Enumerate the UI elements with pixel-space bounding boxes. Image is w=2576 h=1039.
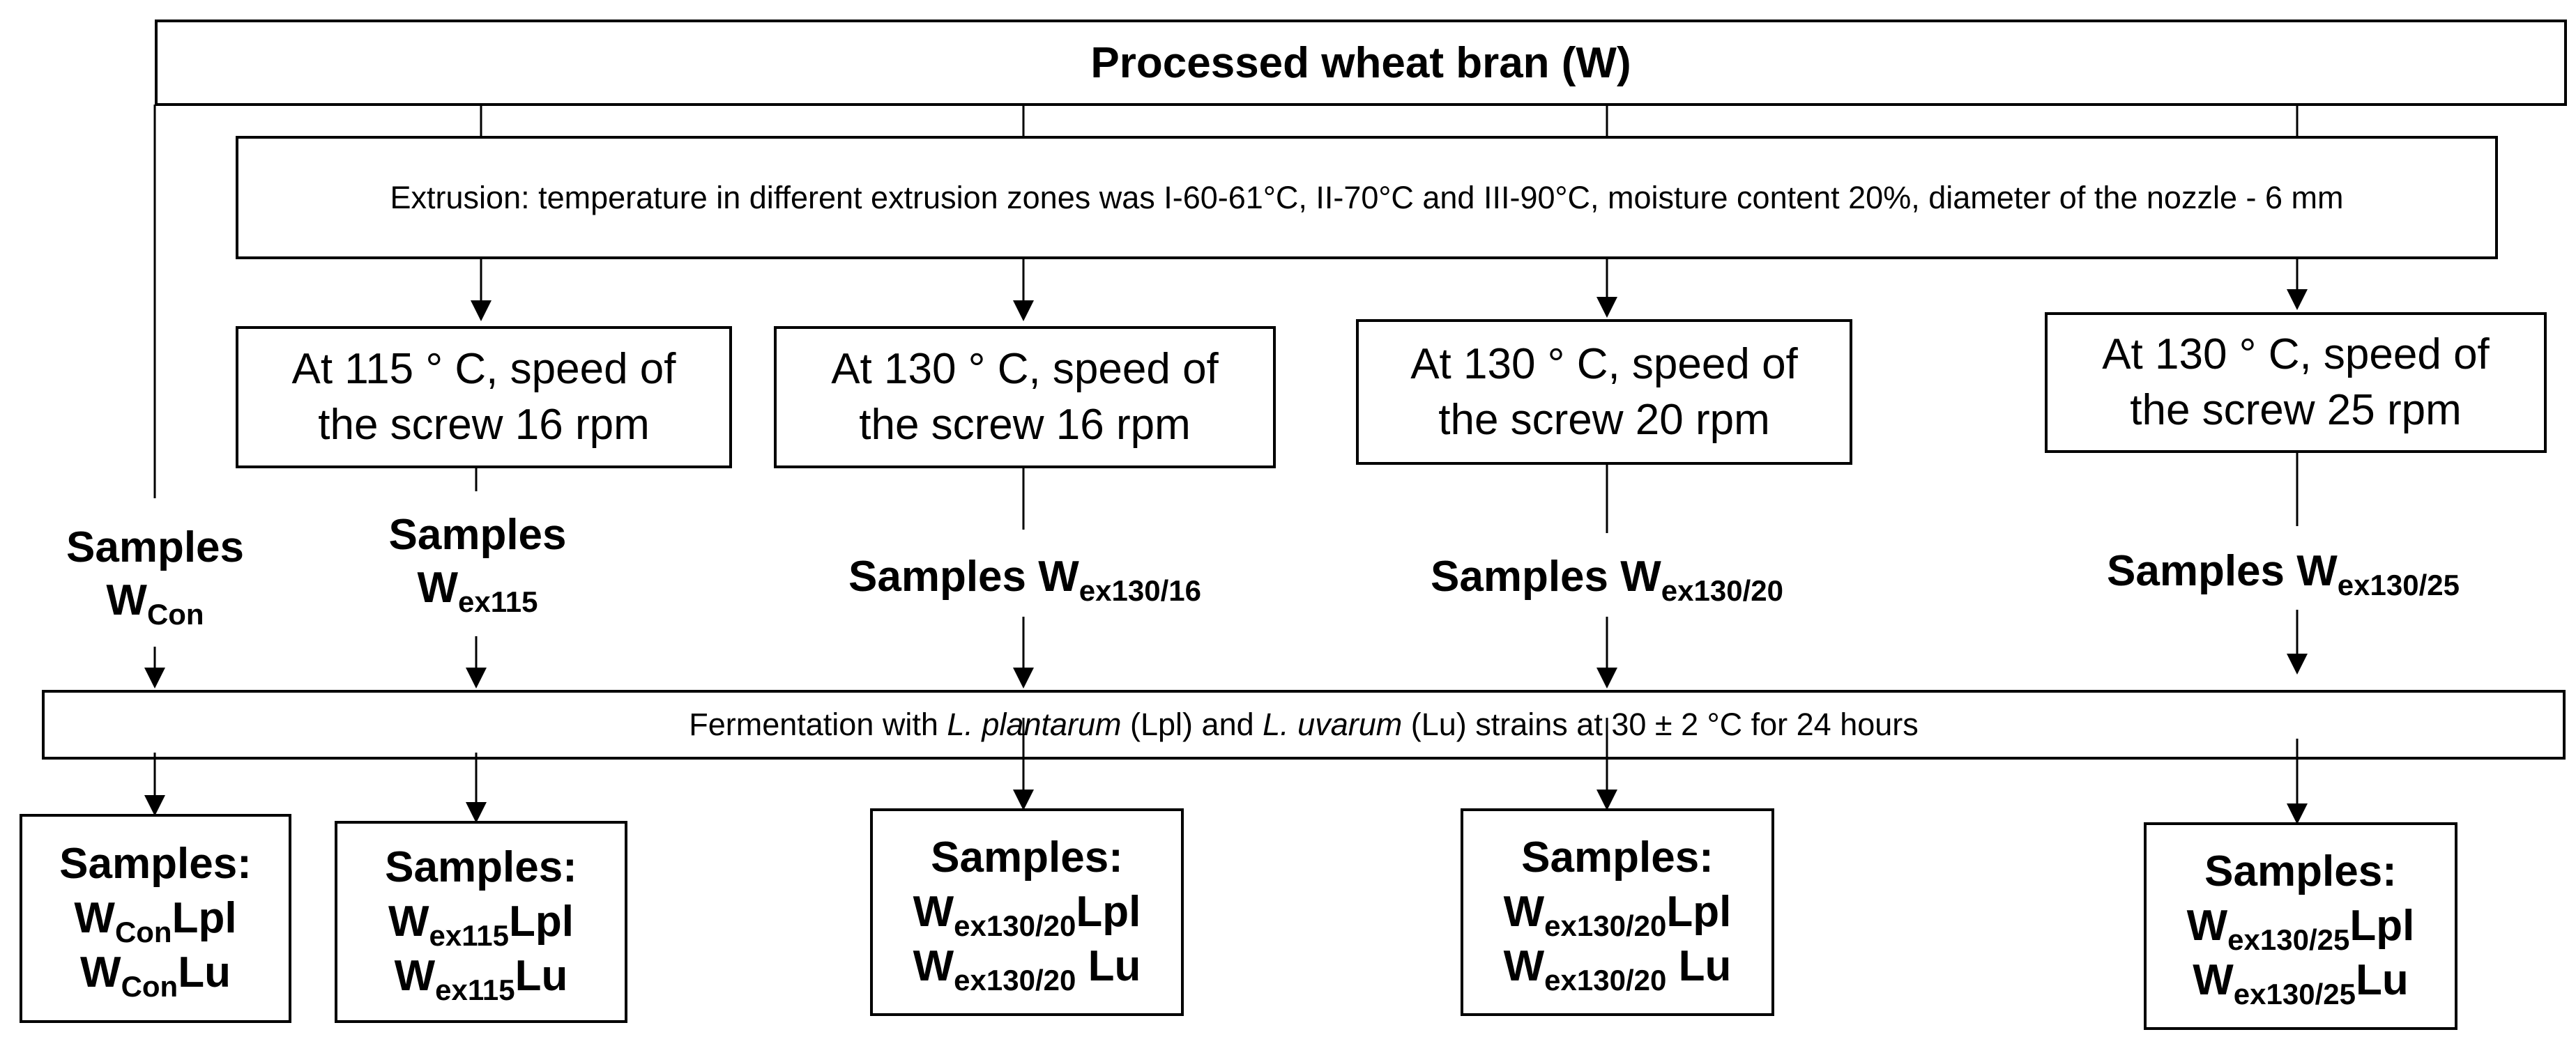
result-base: W: [913, 888, 954, 936]
result-base: W: [913, 942, 954, 990]
condition-line-1: At 115 ° C, speed of: [291, 345, 676, 393]
condition-box-130-20: At 130 ° C, speed of the screw 20 rpm: [1356, 319, 1852, 465]
samples-sub: ex130/16: [1079, 574, 1201, 607]
result-sub: ex130/25: [2227, 923, 2350, 956]
samples-label-ex115: Samples Wex115: [376, 509, 579, 618]
extrusion-box: Extrusion: temperature in different extr…: [236, 136, 2498, 259]
result-base: W: [80, 948, 121, 996]
condition-line-1: At 130 ° C, speed of: [2102, 330, 2490, 378]
samples-base: W: [1038, 553, 1079, 601]
samples-sub: Con: [146, 598, 204, 631]
result-sub: ex115: [435, 973, 515, 1006]
result-heading: Samples:: [385, 843, 577, 891]
result-suffix: Lu: [1076, 942, 1141, 990]
result-base: W: [1503, 888, 1545, 936]
result-sub: ex130/25: [2233, 978, 2356, 1010]
result-base: W: [2193, 956, 2234, 1004]
result-box-ex130-16: Samples: Wex130/20Lpl Wex130/20 Lu: [870, 808, 1184, 1016]
samples-prefix: Samples: [848, 553, 1027, 601]
result-box-ex115: Samples: Wex115Lpl Wex115Lu: [335, 821, 627, 1023]
samples-label-ex130-25: Samples Wex130/25: [2081, 545, 2485, 601]
samples-prefix: Samples: [1431, 553, 1609, 601]
condition-box-115-16: At 115 ° C, speed of the screw 16 rpm: [236, 326, 732, 468]
result-heading: Samples:: [2204, 847, 2397, 895]
title-box: Processed wheat bran (W): [155, 20, 2567, 106]
result-suffix: Lu: [2355, 956, 2409, 1004]
samples-base: W: [417, 564, 459, 612]
result-sub: Con: [114, 916, 172, 948]
samples-prefix: Samples: [66, 523, 245, 571]
result-base: W: [1503, 942, 1545, 990]
condition-box-130-16: At 130 ° C, speed of the screw 16 rpm: [774, 326, 1276, 468]
result-suffix: Lu: [1666, 942, 1732, 990]
samples-base: W: [2296, 547, 2338, 595]
result-heading: Samples:: [1521, 833, 1714, 882]
result-sub: ex115: [429, 919, 510, 952]
result-box-ex130-20: Samples: Wex130/20Lpl Wex130/20 Lu: [1461, 808, 1774, 1016]
samples-sub: ex130/25: [2337, 569, 2460, 601]
result-sub: ex130/20: [1544, 964, 1667, 996]
result-suffix: Lpl: [2349, 902, 2415, 950]
fermentation-post: (Lu) strains at 30 ± 2 °C for 24 hours: [1402, 707, 1919, 742]
condition-box-130-25: At 130 ° C, speed of the screw 25 rpm: [2045, 312, 2547, 453]
result-suffix: Lu: [515, 952, 568, 1000]
result-suffix: Lpl: [1666, 888, 1732, 936]
samples-prefix: Samples: [388, 511, 567, 559]
result-base: W: [388, 898, 429, 946]
samples-label-con: Samples WCon: [49, 521, 261, 629]
condition-line-1: At 130 ° C, speed of: [831, 345, 1219, 393]
samples-base: W: [106, 576, 147, 624]
samples-label-ex130-20: Samples Wex130/20: [1405, 551, 1809, 606]
result-heading: Samples:: [59, 840, 252, 888]
condition-line-2: the screw 25 rpm: [2130, 386, 2462, 434]
species-uvarum: L. uvarum: [1263, 707, 1403, 742]
result-suffix: Lpl: [1076, 888, 1141, 936]
samples-prefix: Samples: [2107, 547, 2285, 595]
fermentation-text: Fermentation with L. plantarum (Lpl) and…: [689, 707, 1919, 743]
result-suffix: Lpl: [509, 898, 574, 946]
species-plantarum: L. plantarum: [947, 707, 1122, 742]
result-suffix: Lpl: [172, 894, 237, 942]
samples-base: W: [1620, 553, 1661, 601]
title-text: Processed wheat bran (W): [1090, 38, 1631, 87]
extrusion-text: Extrusion: temperature in different extr…: [390, 179, 2344, 215]
fermentation-mid: (Lpl) and: [1121, 707, 1263, 742]
condition-line-2: the screw 16 rpm: [859, 401, 1191, 449]
result-sub: ex130/20: [954, 964, 1076, 996]
result-box-con: Samples: WConLpl WConLu: [20, 814, 291, 1023]
result-sub: ex130/20: [954, 909, 1076, 942]
samples-sub: ex115: [458, 585, 538, 618]
fermentation-pre: Fermentation with: [689, 707, 947, 742]
result-heading: Samples:: [931, 833, 1123, 882]
result-suffix: Lu: [178, 948, 231, 996]
condition-line-2: the screw 16 rpm: [318, 401, 650, 449]
result-sub: ex130/20: [1544, 909, 1667, 942]
fermentation-box: Fermentation with L. plantarum (Lpl) and…: [42, 690, 2566, 760]
samples-sub: ex130/20: [1661, 574, 1783, 607]
condition-line-1: At 130 ° C, speed of: [1410, 339, 1798, 388]
condition-line-2: the screw 20 rpm: [1438, 395, 1770, 444]
result-box-ex130-25: Samples: Wex130/25Lpl Wex130/25Lu: [2144, 822, 2457, 1030]
samples-label-ex130-16: Samples Wex130/16: [830, 551, 1220, 606]
result-base: W: [394, 952, 436, 1000]
result-base: W: [2186, 902, 2228, 950]
result-base: W: [74, 894, 115, 942]
result-sub: Con: [121, 970, 178, 1003]
